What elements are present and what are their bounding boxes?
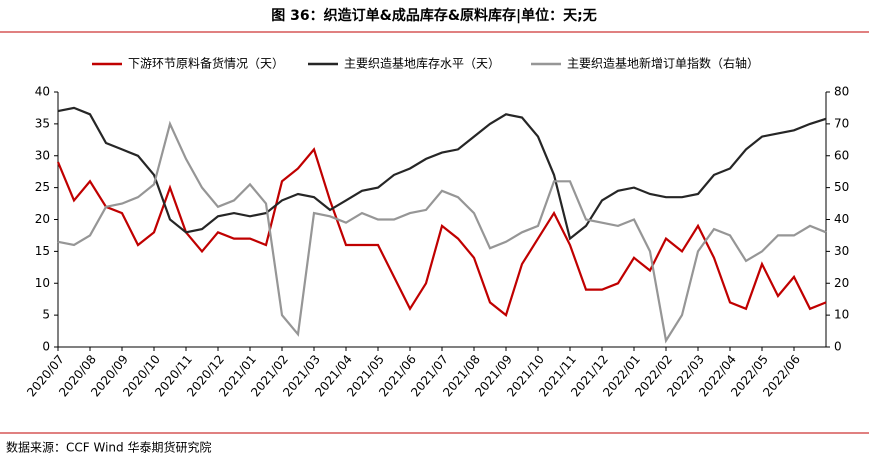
y-tick-label: 5: [42, 308, 50, 322]
y2-tick-label: 60: [834, 148, 849, 162]
legend-label: 主要织造基地新增订单指数（右轴）: [567, 56, 759, 71]
y2-tick-label: 40: [834, 212, 849, 226]
y-tick-label: 35: [35, 116, 50, 130]
y2-tick-label: 10: [834, 308, 849, 322]
legend-label: 下游环节原料备货情况（天）: [128, 56, 284, 71]
series-line: [57, 120, 827, 344]
y2-tick-label: 80: [834, 85, 849, 99]
y-tick-label: 0: [42, 340, 50, 354]
y-tick-label: 10: [35, 276, 50, 290]
y-tick-label: 20: [35, 212, 50, 226]
legend-label: 主要织造基地库存水平（天）: [344, 56, 500, 71]
y2-tick-label: 20: [834, 276, 849, 290]
y-tick-label: 30: [35, 148, 50, 162]
y-tick-label: 40: [35, 85, 50, 99]
y-tick-label: 25: [35, 180, 50, 194]
chart-title: 图 36：织造订单&成品库存&原料库存|单位：天;无: [271, 7, 597, 24]
y-tick-label: 15: [35, 244, 50, 258]
y2-tick-label: 0: [834, 340, 842, 354]
y2-tick-label: 50: [834, 180, 849, 194]
source: 数据来源：CCF Wind 华泰期货研究院: [6, 440, 211, 455]
y2-tick-label: 70: [834, 116, 849, 130]
y2-tick-label: 30: [834, 244, 849, 258]
series-line: [57, 106, 827, 241]
